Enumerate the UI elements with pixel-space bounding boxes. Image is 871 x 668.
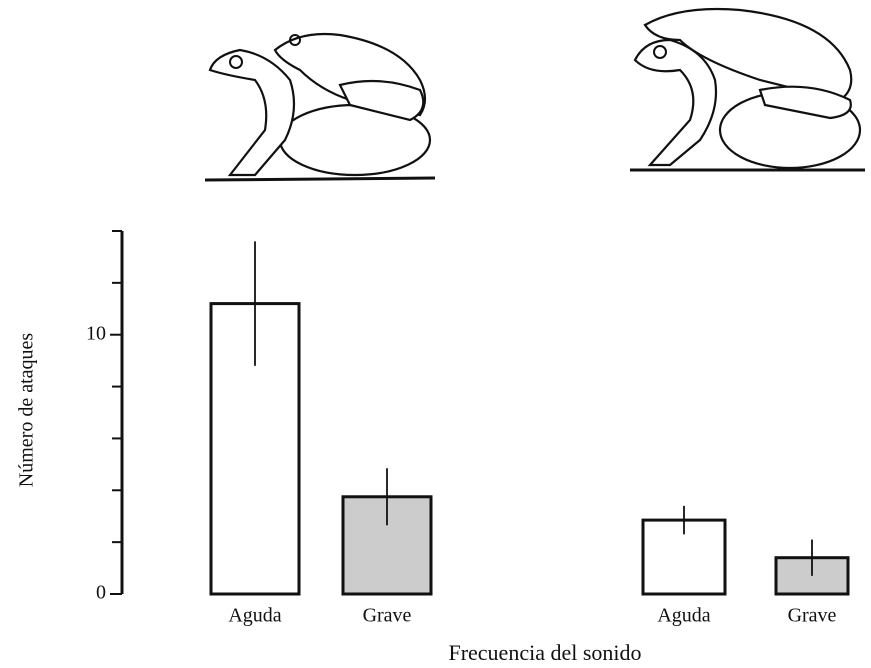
y-axis-label: Número de ataques xyxy=(16,333,38,488)
x-tick-label: Grave xyxy=(788,605,837,627)
x-tick-label: Grave xyxy=(363,605,412,627)
x-tick-label: Aguda xyxy=(657,605,710,627)
x-tick-label: Aguda xyxy=(228,605,281,627)
y-tick-label: 0 xyxy=(96,582,106,604)
y-tick-label: 10 xyxy=(86,322,106,344)
illustration-left xyxy=(204,32,436,182)
illustration-right xyxy=(630,7,865,172)
bar xyxy=(641,518,727,596)
x-axis-label: Frecuencia del sonido xyxy=(448,640,641,665)
